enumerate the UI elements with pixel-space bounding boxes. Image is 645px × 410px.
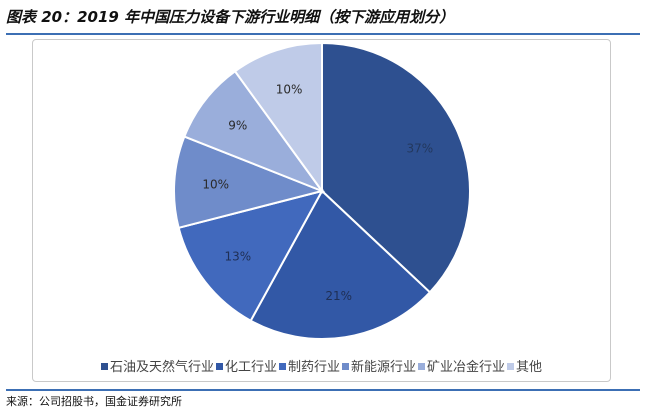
legend-item: 新能源行业 (342, 356, 416, 375)
pie-slice (249, 189, 432, 340)
legend-swatch-icon (418, 363, 426, 370)
legend-item: 矿业冶金行业 (418, 356, 505, 375)
legend-label: 其他 (516, 360, 543, 375)
legend-label: 矿业冶金行业 (427, 360, 506, 375)
figure-title: 图表 20：2019 年中国压力设备下游行业明细（按下游应用划分） (6, 8, 455, 26)
pie-chart: 37% 21% 13% 10% 9% 10% (172, 41, 471, 340)
legend-swatch-icon (278, 363, 286, 370)
legend-item: 化工行业 (215, 356, 277, 375)
legend-item: 其他 (507, 356, 542, 375)
legend-swatch-icon (215, 363, 223, 370)
legend-swatch-icon (342, 363, 349, 370)
bottom-divider (6, 389, 640, 391)
legend-label: 化工行业 (224, 360, 277, 375)
source-note: 来源：公司招股书，国金证券研究所 (6, 395, 182, 408)
top-divider (6, 33, 640, 35)
legend-item: 石油及天然气行业 (100, 356, 214, 375)
legend-label: 制药行业 (287, 360, 340, 375)
chart-legend: 石油及天然气行业 化工行业 制药行业 新能源行业 矿业冶金行业 其他 (33, 356, 610, 375)
legend-item: 制药行业 (278, 356, 340, 375)
slice-data-label: 9% (228, 119, 247, 133)
slice-data-label: 13% (224, 249, 251, 263)
slice-data-label: 10% (276, 83, 303, 97)
chart-frame: 37% 21% 13% 10% 9% 10% 石油及天然气行业 化工行业 制药行业 新能源行业矿… (32, 39, 611, 382)
slice-data-label: 37% (406, 142, 433, 156)
legend-label: 石油及天然气行业 (109, 360, 214, 375)
slice-data-label: 10% (202, 177, 229, 191)
legend-label: 新能源行业 (351, 360, 417, 375)
pie-slice (172, 135, 326, 230)
slice-data-label: 21% (325, 289, 352, 303)
legend-swatch-icon (100, 363, 108, 370)
pie-slice (321, 41, 471, 294)
pie-slice (183, 69, 325, 194)
legend-swatch-icon (507, 363, 515, 370)
pie-slice (233, 41, 323, 195)
pie-slice (177, 189, 324, 323)
